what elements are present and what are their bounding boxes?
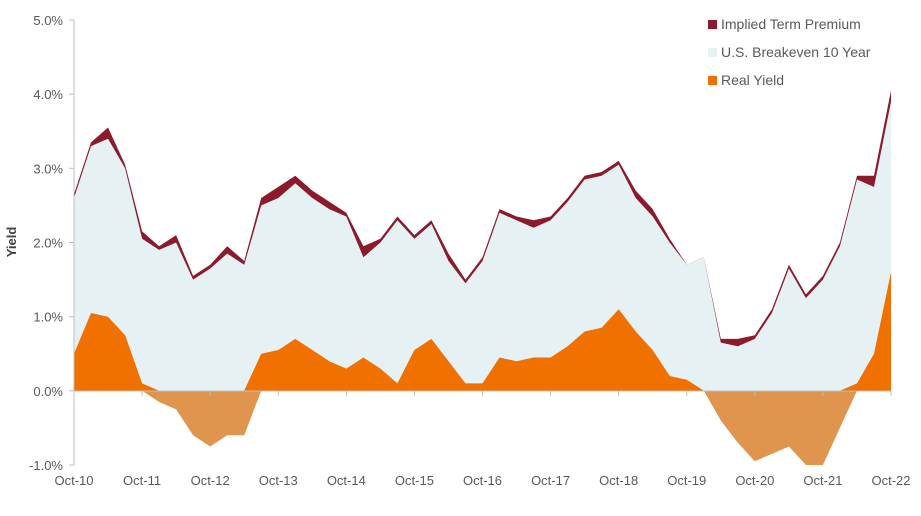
legend-item-term-premium: Implied Term Premium [708, 10, 870, 38]
legend-label: U.S. Breakeven 10 Year [721, 44, 871, 60]
y-tick-label: 1.0% [33, 310, 63, 325]
y-axis-ticks: -1.0% 0.0% 1.0% 2.0% 3.0% 4.0% 5.0% [29, 13, 74, 473]
x-tick-label: Oct-22 [871, 473, 910, 488]
y-tick-label: 3.0% [33, 161, 63, 176]
x-tick-label: Oct-15 [395, 473, 434, 488]
x-tick-label: Oct-20 [735, 473, 774, 488]
x-tick-label: Oct-14 [327, 473, 366, 488]
y-tick-label: 2.0% [33, 236, 63, 251]
y-axis-label: Yield [4, 227, 19, 258]
breakeven-area [74, 101, 891, 391]
x-tick-label: Oct-13 [259, 473, 298, 488]
x-tick-label: Oct-16 [463, 473, 502, 488]
legend-label: Implied Term Premium [721, 16, 861, 32]
legend-item-breakeven: U.S. Breakeven 10 Year [708, 38, 870, 66]
legend-swatch [708, 47, 717, 57]
plot-areas [74, 90, 891, 465]
real-yield-negative-area [74, 390, 891, 465]
x-tick-label: Oct-19 [667, 473, 706, 488]
legend-swatch [708, 19, 717, 29]
legend-swatch [708, 75, 717, 85]
x-tick-label: Oct-21 [803, 473, 842, 488]
y-tick-label: -1.0% [29, 458, 63, 473]
x-tick-label: Oct-11 [123, 473, 161, 488]
x-tick-label: Oct-10 [54, 473, 93, 488]
y-tick-label: 0.0% [33, 384, 63, 399]
x-axis-ticks: Oct-10 Oct-11 Oct-12 Oct-13 Oct-14 Oct-15 Oct-… [54, 391, 911, 488]
legend: Implied Term Premium U.S. Breakeven 10 Y… [708, 10, 870, 94]
y-tick-label: 5.0% [33, 13, 63, 28]
legend-item-real-yield: Real Yield [708, 66, 870, 94]
legend-label: Real Yield [721, 72, 785, 88]
x-tick-label: Oct-17 [531, 473, 570, 488]
x-tick-label: Oct-18 [599, 473, 638, 488]
real-yield-positive-area [74, 272, 891, 391]
x-tick-label: Oct-12 [191, 473, 230, 488]
y-tick-label: 4.0% [33, 87, 63, 102]
